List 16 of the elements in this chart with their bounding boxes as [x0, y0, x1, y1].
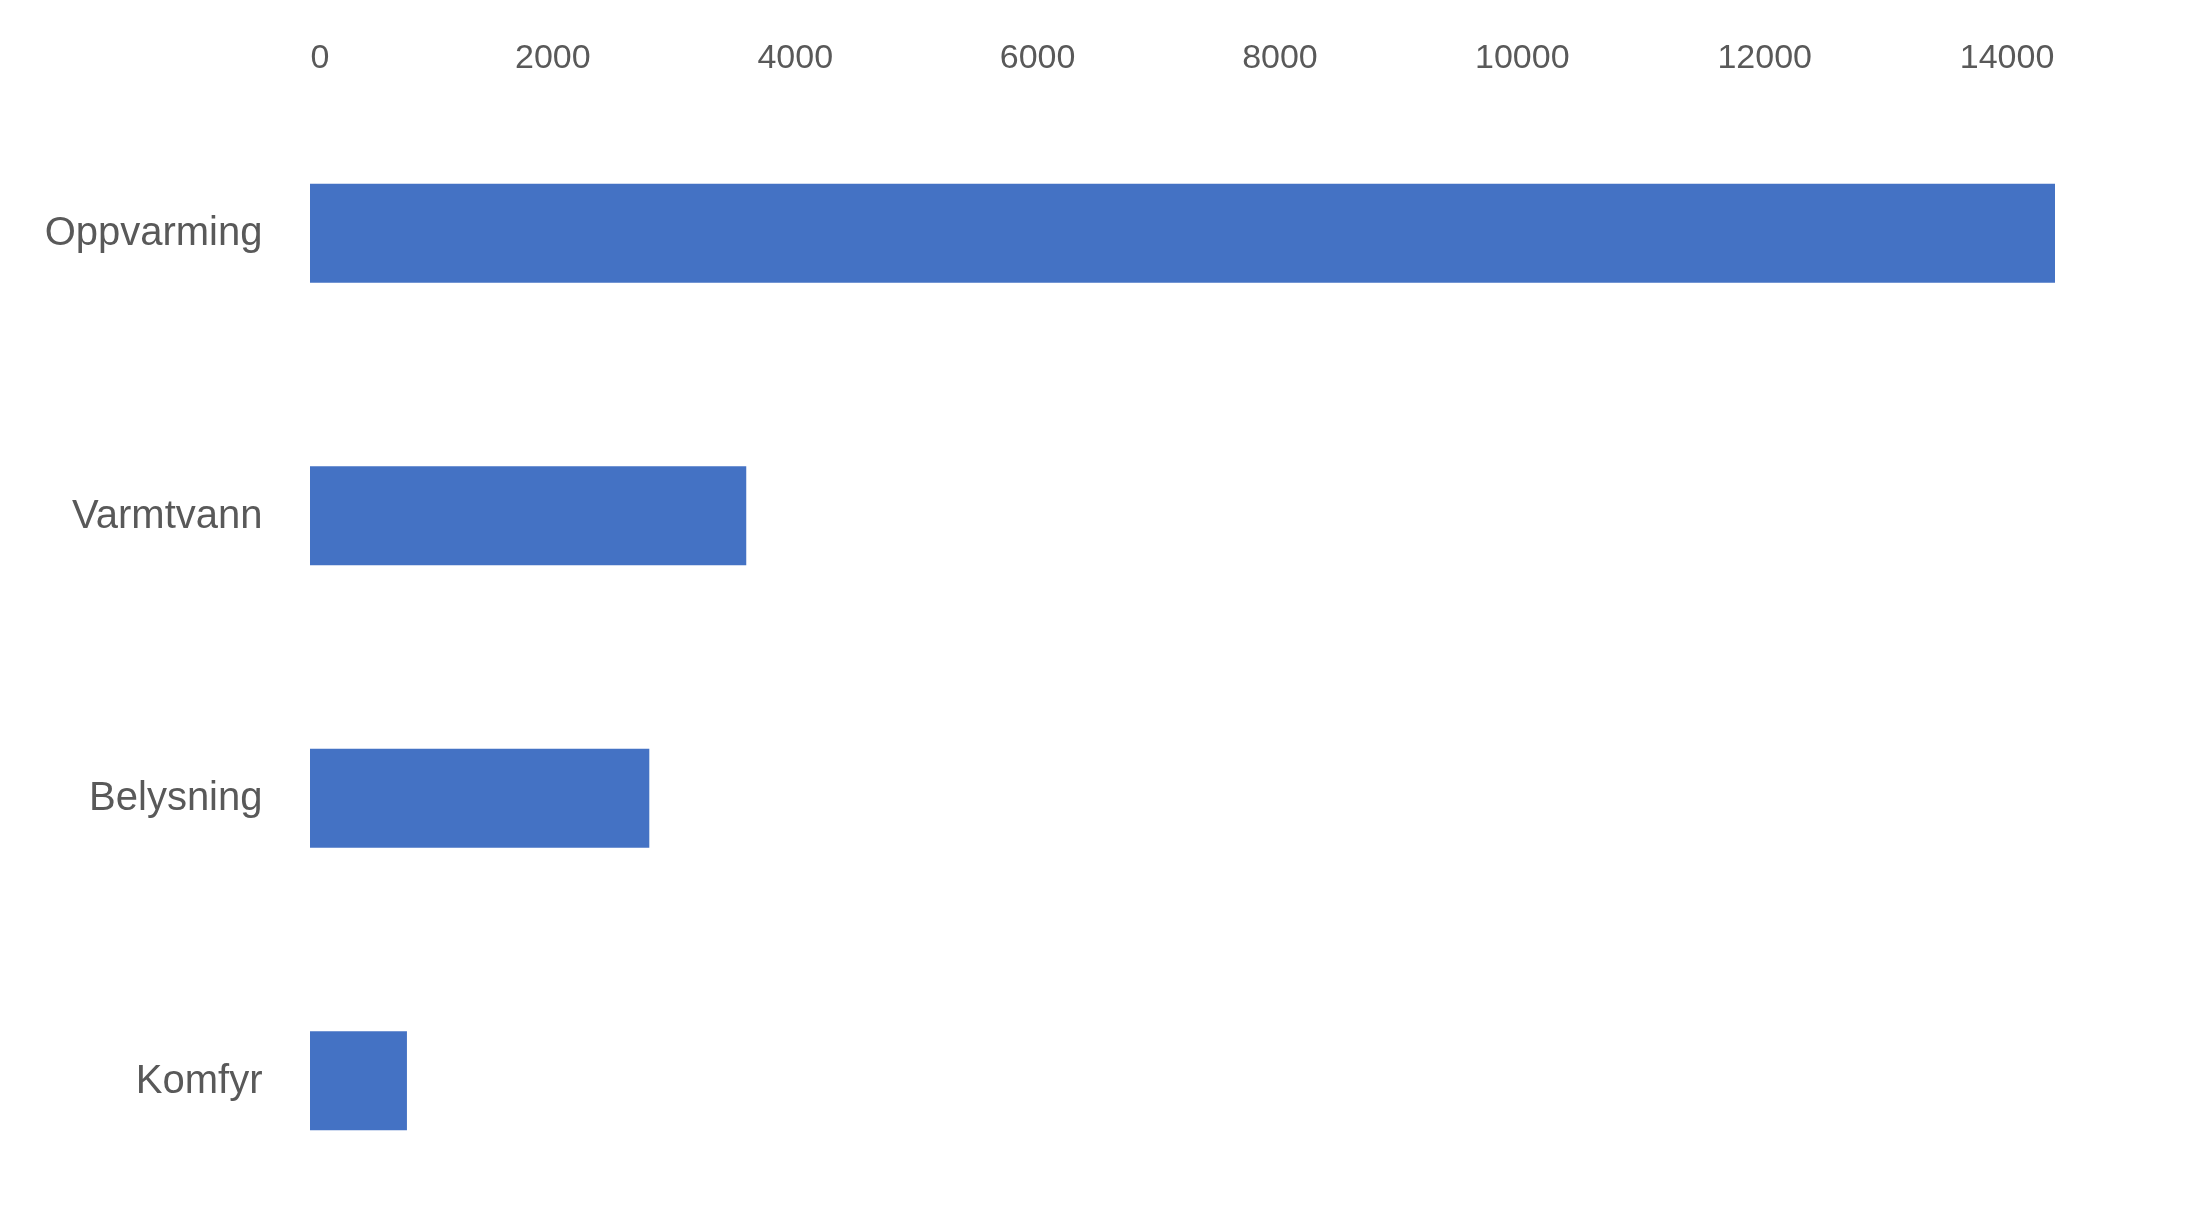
x-tick-label: 10000 — [1475, 36, 1570, 75]
y-tick-label: Varmtvann — [72, 491, 263, 536]
x-tick-label: 14000 — [1959, 36, 2055, 75]
x-tick-label: 6000 — [999, 36, 1076, 75]
y-tick-label: Komfyr — [135, 1056, 263, 1101]
bar — [310, 466, 747, 566]
bar — [310, 748, 650, 848]
x-tick-label: 12000 — [1717, 36, 1812, 75]
x-tick-label: 8000 — [1242, 36, 1318, 75]
y-tick-label: Belysning — [89, 774, 263, 819]
bar — [310, 183, 2055, 283]
bar — [310, 1031, 407, 1131]
x-tick-label: 0 — [310, 36, 330, 75]
x-tick-label: 4000 — [757, 36, 834, 75]
x-tick-label: 2000 — [515, 36, 591, 75]
y-tick-label: Oppvarming — [44, 209, 263, 254]
